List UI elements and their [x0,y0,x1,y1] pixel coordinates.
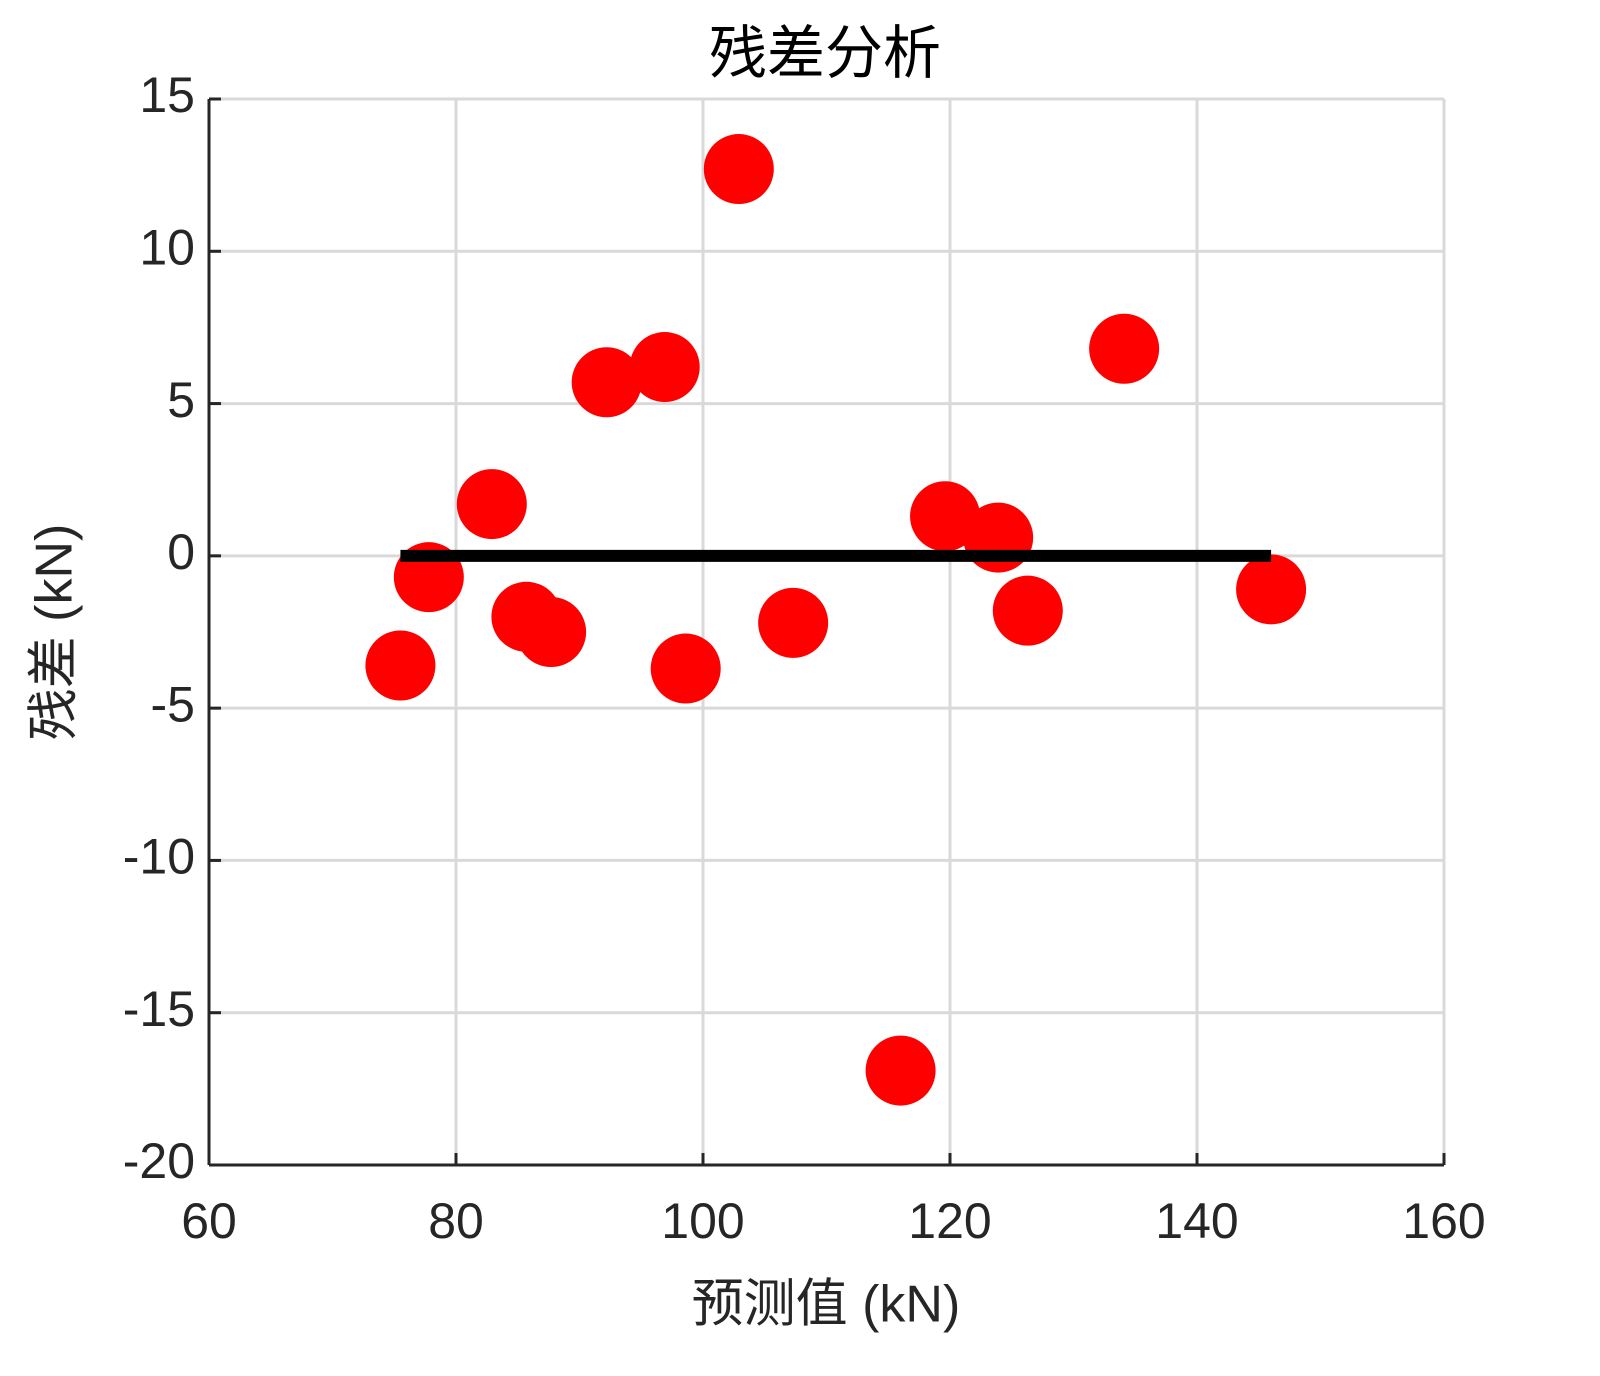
point [703,134,774,205]
point [1236,554,1307,625]
point [456,469,527,540]
y-tick-label: 15 [139,67,195,123]
y-axis-label: 残差 (kN) [26,524,84,741]
point [992,575,1063,646]
point [629,332,700,403]
y-tick-label: -15 [123,981,195,1037]
point [365,630,436,701]
y-tick-label: 10 [139,219,195,275]
chart-title: 残差分析 [709,19,941,87]
point [865,1035,936,1106]
point [963,502,1034,573]
point [571,347,642,418]
y-tick-label: -5 [151,676,195,732]
y-tick-label: -10 [123,829,195,885]
point [650,633,721,704]
y-tick-label: 0 [167,524,195,580]
x-tick-label: 100 [661,1193,744,1249]
point [910,481,981,552]
y-tick-label: -20 [123,1133,195,1189]
x-tick-label: 80 [428,1193,484,1249]
point [1089,313,1160,384]
x-axis-label: 预测值 (kN) [692,1276,961,1334]
y-tick-label: 5 [167,372,195,428]
x-tick-label: 140 [1155,1193,1238,1249]
x-tick-label: 160 [1402,1193,1485,1249]
x-tick-label: 120 [908,1193,991,1249]
x-tick-label: 60 [181,1193,237,1249]
point [516,597,587,667]
point [758,587,829,658]
